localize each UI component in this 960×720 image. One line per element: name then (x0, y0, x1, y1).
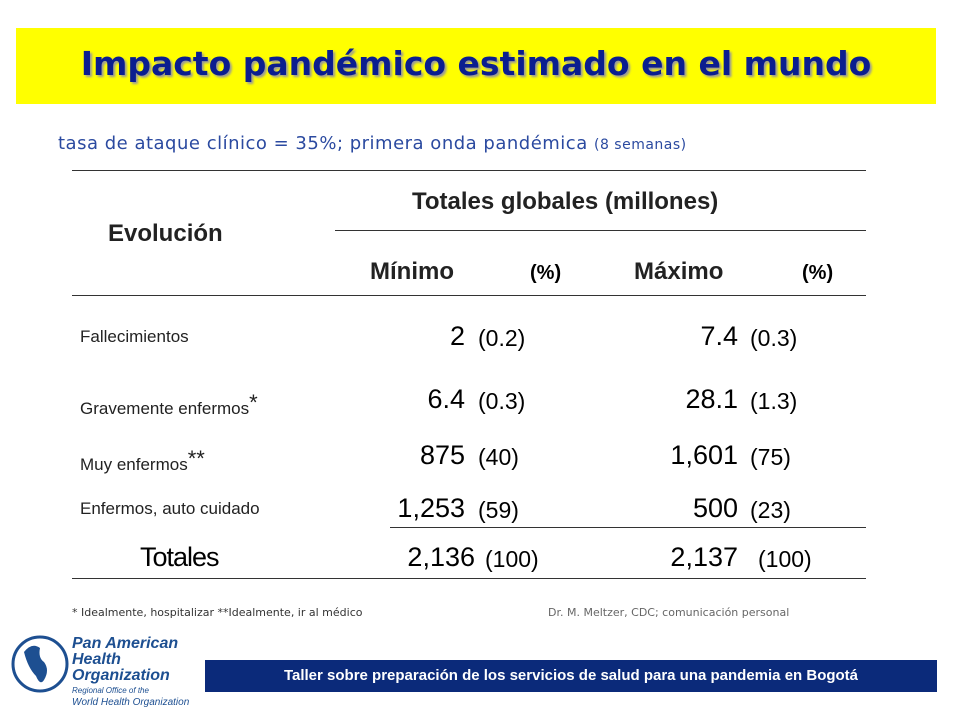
rule (72, 578, 866, 579)
footnote-marker: * (249, 390, 258, 415)
total-min-pct: (100) (485, 546, 539, 572)
title: Impacto pandémico estimado en el mundo (80, 44, 872, 83)
footnotes: * Idealmente, hospitalizar **Idealmente,… (72, 606, 363, 619)
max-value: 500 (692, 493, 738, 523)
rule (390, 527, 866, 528)
total-max-pct: (100) (758, 546, 812, 572)
max-value: 7.4 (700, 321, 738, 351)
max-pct: (23) (750, 497, 791, 523)
rule (72, 170, 866, 171)
footnote-marker: ** (187, 446, 205, 471)
total-max: 2,137 (670, 542, 738, 572)
total-min: 2,136 (407, 542, 475, 572)
logo-sub: World Health Organization (72, 697, 190, 708)
source: Dr. M. Meltzer, CDC; comunicación person… (548, 606, 790, 619)
col-header: Máximo (634, 258, 724, 285)
subtitle-main: tasa de ataque clínico = 35%; primera on… (58, 133, 588, 154)
min-value: 6.4 (427, 384, 465, 414)
min-pct: (59) (478, 497, 519, 523)
min-pct: (40) (478, 444, 519, 470)
banner: Taller sobre preparación de los servicio… (283, 667, 859, 684)
max-pct: (75) (750, 444, 791, 470)
logo-globe (11, 635, 69, 693)
min-pct: (0.2) (478, 325, 526, 351)
banner-bg (205, 660, 937, 692)
min-pct: (0.3) (478, 388, 526, 414)
min-value: 2 (449, 321, 465, 351)
row-label: Fallecimientos (80, 327, 189, 346)
row-header: Evolución (108, 220, 223, 247)
min-value: 1,253 (397, 493, 465, 523)
rule (72, 295, 866, 296)
col-header: (%) (802, 262, 834, 284)
subtitle: tasa de ataque clínico = 35%; primera on… (58, 133, 687, 154)
title-bar (16, 28, 936, 104)
max-pct: (1.3) (750, 388, 798, 414)
rule (335, 230, 866, 231)
group-header: Totales globales (millones) (412, 188, 719, 215)
total-label: Totales (140, 542, 220, 572)
row-label: Gravemente enfermos* (80, 390, 258, 418)
row-label: Enfermos, auto cuidado (80, 499, 260, 518)
max-value: 28.1 (685, 384, 738, 414)
subtitle-note: (8 semanas) (593, 137, 687, 153)
col-header: Mínimo (370, 258, 454, 285)
max-pct: (0.3) (750, 325, 798, 351)
min-value: 875 (419, 440, 465, 470)
logo-name: Pan American Health Organization (72, 635, 179, 684)
row-label: Muy enfermos** (80, 446, 205, 474)
max-value: 1,601 (670, 440, 738, 470)
logo-sub: Regional Office of the (72, 686, 149, 695)
col-header: (%) (530, 262, 562, 284)
